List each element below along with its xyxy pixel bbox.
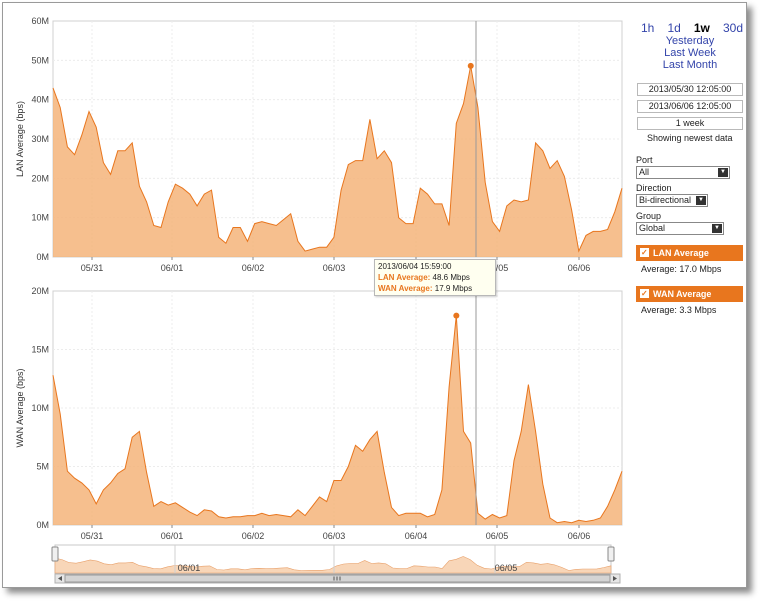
x-tick-label: 06/03 [323, 531, 346, 541]
series-line [52, 315, 623, 524]
x-tick-label: 06/01 [161, 263, 184, 273]
x-tick-label: 06/02 [242, 263, 265, 273]
lan-average-toggle[interactable]: LAN Average [636, 245, 743, 261]
y-tick-label: 20M [31, 286, 49, 296]
tooltip-wan-value: 17.9 Mbps [434, 284, 473, 293]
y-tick-label: 30M [31, 134, 49, 144]
start-date-field[interactable]: 2013/05/30 12:05:00 [637, 83, 743, 96]
port-select[interactable]: All ▼ [636, 166, 730, 179]
end-date-field[interactable]: 2013/06/06 12:05:00 [637, 100, 743, 113]
tooltip-lan-value: 48.6 Mbps [432, 273, 470, 282]
hover-marker [453, 312, 460, 319]
group-label: Group [636, 211, 662, 221]
x-tick-label: 06/02 [242, 531, 265, 541]
port-select-value: All [639, 167, 650, 177]
charts-svg: 0M 10M 20M 30M 40M 50M 60M 05/31 06/01 06/02 06/03… [15, 16, 623, 584]
direction-label: Direction [636, 183, 672, 193]
x-tick-label: 05/31 [81, 263, 104, 273]
range-last-month-link[interactable]: Last Month [662, 59, 718, 71]
navigator-tick-label: 06/05 [495, 563, 518, 573]
report-frame: 0M 10M 20M 30M 40M 50M 60M 05/31 06/01 06/02 06/03… [2, 2, 747, 588]
y-tick-label: 0M [36, 520, 49, 530]
lan-average-title: LAN Average [653, 248, 709, 258]
y-tick-label: 60M [31, 16, 49, 26]
series-area [53, 65, 622, 257]
x-tick-label: 06/01 [161, 531, 184, 541]
direction-select-value: Bi-directional [639, 195, 692, 205]
y-tick-label: 15M [31, 345, 49, 355]
x-tick-label: 06/05 [486, 263, 509, 273]
tooltip-wan-label: WAN Average: [378, 284, 433, 293]
range-1d-link[interactable]: 1d [667, 21, 681, 35]
y-tick-label: 10M [31, 403, 49, 413]
group-select-value: Global [639, 223, 666, 233]
x-tick-label: 06/04 [405, 531, 428, 541]
wan-average-title: WAN Average [653, 289, 712, 299]
range-yesterday-link[interactable]: Yesterday [665, 35, 715, 47]
x-tick-label: 06/06 [568, 531, 591, 541]
tooltip-lan-label: LAN Average: [378, 273, 431, 282]
time-navigator[interactable]: 06/01 06/05 [51, 544, 621, 584]
chevron-down-icon: ▼ [718, 168, 728, 177]
series-line [52, 65, 623, 253]
range-last-week-link[interactable]: Last Week [664, 47, 716, 59]
navigator-left-handle [51, 546, 59, 562]
y-tick-label: 20M [31, 173, 49, 183]
hover-marker [467, 62, 474, 69]
duration-field[interactable]: 1 week [637, 117, 743, 130]
wan-average-value: Average: 3.3 Mbps [641, 305, 717, 315]
y-tick-label: 0M [36, 252, 49, 262]
port-label: Port [636, 155, 653, 165]
lan-average-chart: 0M 10M 20M 30M 40M 50M 60M 05/31 06/01 06/02 06/03… [15, 16, 623, 273]
wan-average-chart: 0M 5M 10M 15M 20M 05/31 06/01 06/02 06/03 06/04 06… [15, 286, 623, 541]
chevron-down-icon: ▼ [712, 224, 722, 233]
x-tick-label: 06/03 [323, 263, 346, 273]
navigator-series [54, 556, 612, 574]
y-tick-label: 50M [31, 55, 49, 65]
scroll-left-icon [58, 576, 62, 581]
y-axis-label: LAN Average (bps) [15, 101, 25, 177]
tooltip-time: 2013/06/04 15:59:00 [378, 262, 452, 271]
y-tick-label: 10M [31, 213, 49, 223]
scroll-right-icon [613, 576, 617, 581]
checkbox-icon[interactable] [640, 286, 649, 302]
y-tick-label: 40M [31, 95, 49, 105]
y-axis-label: WAN Average (bps) [15, 368, 25, 447]
lan-average-value: Average: 17.0 Mbps [641, 264, 722, 274]
y-tick-label: 5M [36, 462, 49, 472]
range-1h-link[interactable]: 1h [641, 21, 655, 35]
wan-average-toggle[interactable]: WAN Average [636, 286, 743, 302]
x-tick-label: 06/06 [568, 263, 591, 273]
checkbox-icon[interactable] [640, 245, 649, 261]
range-1w-link[interactable]: 1w [693, 21, 710, 35]
x-tick-label: 06/05 [486, 531, 509, 541]
control-panel: 1h 1d 1w 30d Yesterday Last Week Last Mo… [633, 21, 746, 315]
hover-tooltip: 2013/06/04 15:59:00 LAN Average: 48.6 Mb… [374, 259, 496, 296]
direction-select[interactable]: Bi-directional ▼ [636, 194, 708, 207]
time-range-shortcuts: 1h 1d 1w 30d [633, 21, 746, 35]
x-tick-label: 05/31 [81, 531, 104, 541]
group-select[interactable]: Global ▼ [636, 222, 724, 235]
chevron-down-icon: ▼ [696, 196, 706, 205]
range-30d-link[interactable]: 30d [722, 21, 743, 35]
navigator-tick-label: 06/01 [178, 563, 201, 573]
showing-newest-note: Showing newest data [647, 133, 733, 143]
series-area [53, 315, 622, 525]
navigator-right-handle [607, 546, 615, 562]
